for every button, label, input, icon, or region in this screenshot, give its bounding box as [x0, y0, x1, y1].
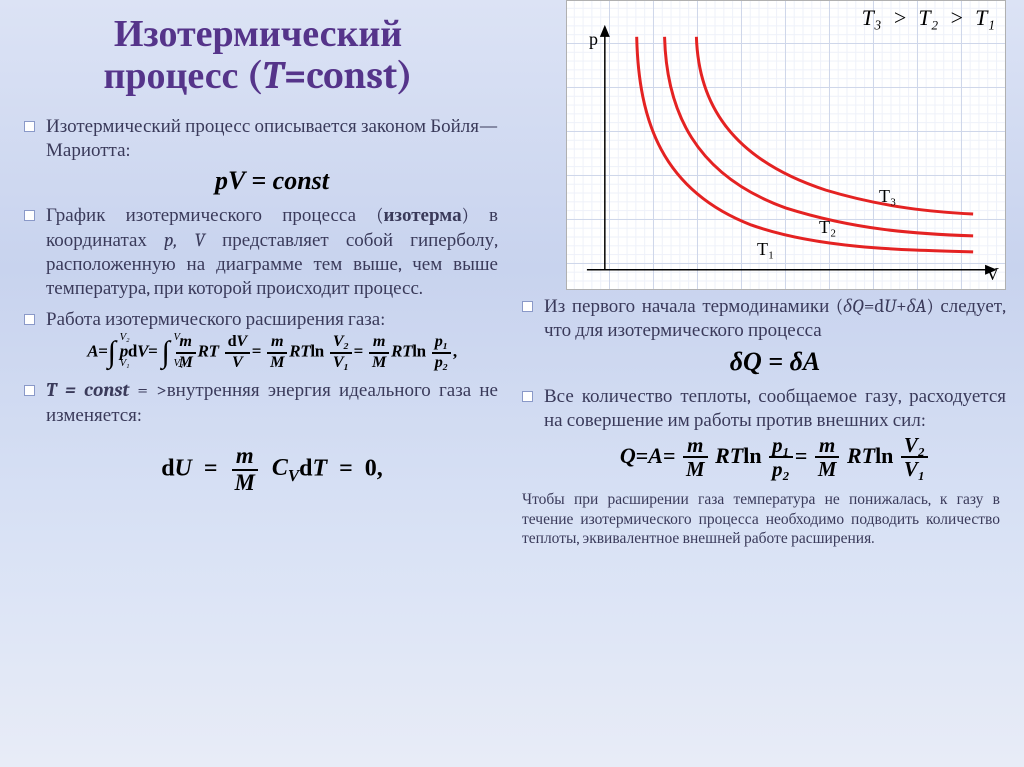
equation-dq-da: δQ = δA	[544, 345, 1006, 378]
t-p3: Работа изотермического расширения газа:	[46, 308, 385, 330]
chart-svg	[567, 1, 1005, 290]
title-line-1: Изотермический	[114, 12, 402, 56]
right-bullets: Из первого начала термодинамики (δQ=dU+δ…	[516, 294, 1006, 480]
r1e: +	[896, 295, 907, 317]
left-column: Изотермический процесс (T=const) Изотерм…	[18, 0, 498, 548]
equation-du: dU = mM CVdT = 0,	[46, 445, 498, 495]
isotherm-curve	[665, 37, 974, 236]
curve-label: T₃	[879, 186, 896, 207]
isotherm-curve	[696, 37, 973, 214]
curve-label: T₂	[819, 217, 836, 238]
isotherm-chart: T₃ > T₂ > T₁ p V T₁T₂T₃	[566, 0, 1006, 290]
t-p2a: График изотермического процесса (	[46, 204, 383, 226]
bullet-first-law: Из первого начала термодинамики (δQ=dU+δ…	[516, 294, 1006, 378]
equation-pv-const: pV = const	[46, 164, 498, 197]
equation-work-integral: A=∫V₂V₁ pdV= ∫V₂V₁ mMRT dVV= mMRTln V₂V₁…	[46, 333, 498, 372]
r1a: Из первого начала термодинамики (	[544, 295, 843, 317]
x-axis-label: V	[986, 264, 999, 285]
bullet-graph: График изотермического процесса (изотерм…	[18, 203, 498, 300]
eq-pv: pV = const	[215, 164, 329, 197]
bullet-heat: Все количество теплоты, сообщаемое газу,…	[516, 384, 1006, 480]
r1d: U	[884, 295, 896, 317]
left-bullets: Изотермический процесс описывается закон…	[18, 114, 498, 495]
eq-dq: δQ = δA	[730, 345, 821, 378]
bullet-internal-energy: T = const = >внутренняя энергия идеально…	[18, 378, 498, 494]
isotherm-curve	[637, 37, 973, 252]
title-var: T	[262, 54, 284, 98]
r1c: =d	[864, 295, 884, 317]
r-p2: Все количество теплоты, сообщаемое газу,…	[544, 385, 1006, 431]
r1b: δQ	[843, 295, 864, 317]
text-law: Изотермический процесс описывается закон…	[46, 115, 498, 161]
slide-title: Изотермический процесс (T=const)	[18, 0, 498, 114]
title-line-2a: процесс (	[103, 54, 262, 98]
t-p2vars: p, V	[164, 229, 205, 251]
t-isoterm: изотерма	[383, 204, 461, 226]
footnote: Чтобы при расширении газа температура не…	[516, 486, 1006, 548]
curve-label: T₁	[757, 239, 774, 260]
bullet-law: Изотермический процесс описывается закон…	[18, 114, 498, 198]
r1f: δA	[907, 295, 927, 317]
y-axis-label: p	[589, 29, 598, 50]
title-line-2b: =const)	[284, 54, 413, 98]
right-column: T₃ > T₂ > T₁ p V T₁T₂T₃ Из первого начал…	[516, 0, 1006, 548]
equation-q-a: Q=A= mM RTln p₁p₂= mM RTln V₂V₁	[544, 435, 1006, 481]
t-const: T = const	[46, 379, 129, 401]
bullet-work: Работа изотермического расширения газа: …	[18, 307, 498, 372]
